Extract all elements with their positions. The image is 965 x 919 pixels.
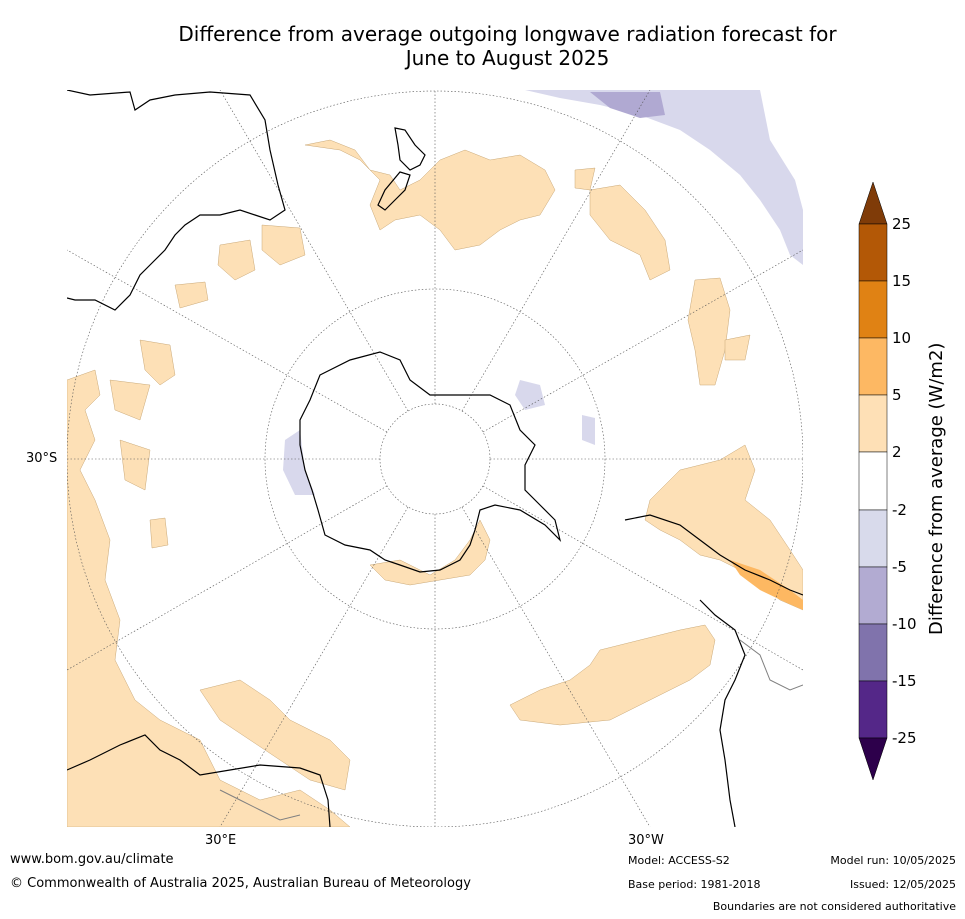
coast-australia xyxy=(67,90,286,311)
colorbar-bin-neutral xyxy=(858,451,888,511)
meridian-30w xyxy=(461,506,651,827)
anomaly-region-east-antarctic-neg xyxy=(283,430,315,495)
footer-issued: Issued: 12/05/2025 xyxy=(849,878,956,891)
anomaly-region-southwest-patch xyxy=(139,339,176,386)
meridian-150w xyxy=(461,90,651,412)
colorbar-tick-neg15: -15 xyxy=(892,672,917,690)
borders xyxy=(219,639,803,821)
anomaly-region-aus-patch xyxy=(261,224,306,266)
anomaly-region-south-america xyxy=(644,444,803,611)
lat-label-30s: 30°S xyxy=(26,451,58,466)
coast-antarctica xyxy=(299,351,562,573)
lon-label-30e: 30°E xyxy=(205,833,237,848)
graticule-lat-60s xyxy=(264,288,606,630)
anomaly-region-indian-south xyxy=(199,679,351,791)
colorbar xyxy=(858,181,888,781)
coast-new-zealand-south xyxy=(377,171,411,211)
anomaly-region-pacific-2 xyxy=(687,277,731,386)
anomaly-region-australia-south xyxy=(217,239,256,281)
coast-africa xyxy=(67,734,331,827)
meridian-30e xyxy=(219,506,409,827)
anomaly-region-north-pacific-neg xyxy=(525,90,803,265)
anomaly-negative-2-5 xyxy=(283,90,803,495)
title-line-1: Difference from average outgoing longwav… xyxy=(178,22,837,46)
anomaly-region-pacific-4 xyxy=(574,167,596,191)
graticule xyxy=(67,90,803,827)
coastlines xyxy=(67,90,803,827)
colorbar-tick-25: 25 xyxy=(892,215,912,233)
anomaly-region-south-small xyxy=(149,517,169,549)
anomaly-region-pacific-3 xyxy=(724,334,751,361)
footer-model: Model: ACCESS-S2 xyxy=(628,854,730,867)
colorbar-tick-neg10: -10 xyxy=(892,615,917,633)
colorbar-bin-5-10 xyxy=(858,337,888,396)
anomaly-region-pacific-1 xyxy=(589,184,671,281)
coast-south-america xyxy=(624,514,803,596)
colorbar-tick-neg25: -25 xyxy=(892,729,917,747)
anomaly-positive-5-10 xyxy=(730,560,803,610)
colorbar-bin-neg2-neg5 xyxy=(858,509,888,568)
coast-new-zealand-north xyxy=(394,127,426,171)
anomaly-region-antarctic-neg-2 xyxy=(515,380,545,410)
footer-model-run: Model run: 10/05/2025 xyxy=(830,854,956,867)
footer-disclaimer: Boundaries are not considered authoritat… xyxy=(712,900,956,913)
title-line-2: June to August 2025 xyxy=(405,46,610,70)
map-area xyxy=(67,90,803,827)
colorbar-tick-neg2: -2 xyxy=(892,501,907,519)
colorbar-bin-15-25 xyxy=(858,223,888,282)
anomaly-negative-5-10 xyxy=(590,92,665,118)
anomaly-region-antarctic-pen xyxy=(369,519,491,586)
anomaly-region-west-patch-3 xyxy=(119,439,151,491)
colorbar-tick-2: 2 xyxy=(892,443,902,461)
anomaly-positive-2-5 xyxy=(67,139,803,827)
colorbar-bin-neg5-neg10 xyxy=(858,566,888,625)
lon-label-30w: 30°W xyxy=(628,833,664,848)
anomaly-region-south-atlantic xyxy=(509,624,716,726)
footer-copyright: © Commonwealth of Australia 2025, Austra… xyxy=(10,876,471,891)
colorbar-extend-top xyxy=(858,181,888,225)
meridian-150e xyxy=(219,90,409,412)
colorbar-tick-15: 15 xyxy=(892,272,912,290)
colorbar-bin-neg15-neg25 xyxy=(858,680,888,739)
anomaly-region-antarctic-neg-3 xyxy=(582,415,595,445)
anomaly-region-west-patch-2 xyxy=(109,379,151,421)
colorbar-bin-10-15 xyxy=(858,280,888,339)
anomaly-region-west-ocean xyxy=(67,369,351,827)
map-title: Difference from average outgoing longwav… xyxy=(100,22,915,70)
colorbar-extend-bottom xyxy=(858,737,888,781)
colorbar-tick-neg5: -5 xyxy=(892,558,907,576)
footer-website: www.bom.gov.au/climate xyxy=(10,852,174,867)
anomaly-region-west-patch-4 xyxy=(174,281,209,309)
colorbar-bin-2-5 xyxy=(858,394,888,453)
colorbar-title: Difference from average (W/m2) xyxy=(926,342,947,635)
colorbar-tick-10: 10 xyxy=(892,329,912,347)
coast-south-america-2 xyxy=(699,599,746,827)
colorbar-bin-neg10-neg15 xyxy=(858,623,888,682)
border-south-america xyxy=(739,639,803,691)
colorbar-tick-5: 5 xyxy=(892,386,902,404)
footer-base-period: Base period: 1981-2018 xyxy=(628,878,761,891)
border-africa xyxy=(219,789,301,821)
